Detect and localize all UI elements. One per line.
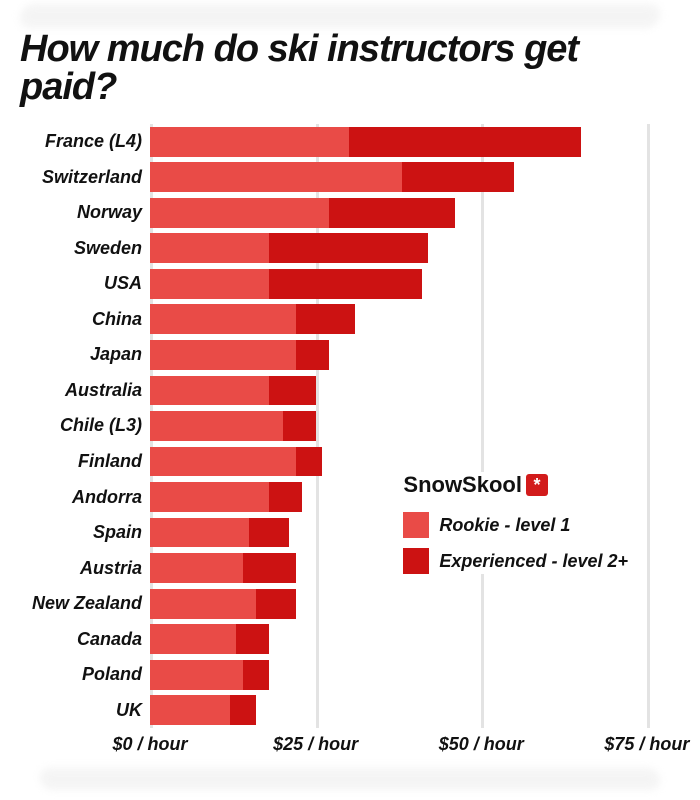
bar-rookie xyxy=(150,340,296,370)
category-label: France (L4) xyxy=(20,131,150,152)
category-label: USA xyxy=(20,273,150,294)
chart-row: Switzerland xyxy=(20,160,680,196)
bar-rookie xyxy=(150,482,269,512)
x-tick-label: $75 / hour xyxy=(604,734,689,755)
bar-group xyxy=(150,195,680,231)
legend-label-rookie: Rookie - level 1 xyxy=(439,515,570,536)
bar-rookie xyxy=(150,233,269,263)
chart-row: Poland xyxy=(20,657,680,693)
bar-group xyxy=(150,124,680,160)
legend-swatch-rookie xyxy=(403,512,429,538)
category-label: UK xyxy=(20,700,150,721)
bar-rookie xyxy=(150,304,296,334)
bar-rookie xyxy=(150,624,236,654)
category-label: Andorra xyxy=(20,487,150,508)
chart-row: Norway xyxy=(20,195,680,231)
x-axis: $0 / hour$25 / hour$50 / hour$75 / hour xyxy=(150,728,680,764)
bar-rookie xyxy=(150,411,283,441)
chart-row: USA xyxy=(20,266,680,302)
bar-group xyxy=(150,302,680,338)
chart-title: How much do ski instructors get paid? xyxy=(20,30,680,106)
category-label: New Zealand xyxy=(20,593,150,614)
chart-row: UK xyxy=(20,692,680,728)
bar-group xyxy=(150,586,680,622)
bar-group xyxy=(150,621,680,657)
bar-group xyxy=(150,160,680,196)
category-label: Spain xyxy=(20,522,150,543)
bar-rookie xyxy=(150,518,249,548)
legend-brand: SnowSkool * xyxy=(403,472,628,498)
category-label: China xyxy=(20,309,150,330)
chart-row: Canada xyxy=(20,621,680,657)
legend-item-experienced: Experienced - level 2+ xyxy=(403,548,628,574)
bar-rookie xyxy=(150,127,349,157)
legend-swatch-experienced xyxy=(403,548,429,574)
chart-row: China xyxy=(20,302,680,338)
chart-row: Japan xyxy=(20,337,680,373)
category-label: Norway xyxy=(20,202,150,223)
chart-row: Sweden xyxy=(20,231,680,267)
bar-rookie xyxy=(150,553,243,583)
category-label: Australia xyxy=(20,380,150,401)
bar-rookie xyxy=(150,162,402,192)
bar-chart: France (L4) Switzerland Norway Sweden USA Chi… xyxy=(20,124,680,764)
category-label: Sweden xyxy=(20,238,150,259)
chart-rows: France (L4) Switzerland Norway Sweden USA Chi… xyxy=(20,124,680,728)
bar-group xyxy=(150,692,680,728)
chart-row: Chile (L3) xyxy=(20,408,680,444)
bar-group xyxy=(150,373,680,409)
bar-rookie xyxy=(150,695,230,725)
brand-text: SnowSkool xyxy=(403,472,522,498)
bar-group xyxy=(150,266,680,302)
decorative-smudge-top xyxy=(18,4,661,28)
bar-rookie xyxy=(150,660,243,690)
bar-rookie xyxy=(150,589,256,619)
bar-group xyxy=(150,408,680,444)
category-label: Japan xyxy=(20,344,150,365)
x-tick-label: $25 / hour xyxy=(273,734,358,755)
category-label: Austria xyxy=(20,558,150,579)
chart-row: New Zealand xyxy=(20,586,680,622)
bar-rookie xyxy=(150,447,296,477)
chart-container: How much do ski instructors get paid? Fr… xyxy=(20,30,680,770)
category-label: Chile (L3) xyxy=(20,415,150,436)
chart-row: France (L4) xyxy=(20,124,680,160)
x-tick-label: $50 / hour xyxy=(439,734,524,755)
decorative-smudge-bottom xyxy=(39,768,661,790)
bar-rookie xyxy=(150,198,329,228)
bar-rookie xyxy=(150,376,269,406)
legend-label-experienced: Experienced - level 2+ xyxy=(439,551,628,572)
category-label: Switzerland xyxy=(20,167,150,188)
bar-group xyxy=(150,337,680,373)
chart-row: Australia xyxy=(20,373,680,409)
category-label: Finland xyxy=(20,451,150,472)
bar-group xyxy=(150,657,680,693)
bar-group xyxy=(150,231,680,267)
category-label: Poland xyxy=(20,664,150,685)
x-tick-label: $0 / hour xyxy=(112,734,187,755)
legend: SnowSkool * Rookie - level 1 Experienced… xyxy=(403,472,628,574)
legend-item-rookie: Rookie - level 1 xyxy=(403,512,628,538)
brand-badge-icon: * xyxy=(526,474,548,496)
bar-rookie xyxy=(150,269,269,299)
category-label: Canada xyxy=(20,629,150,650)
